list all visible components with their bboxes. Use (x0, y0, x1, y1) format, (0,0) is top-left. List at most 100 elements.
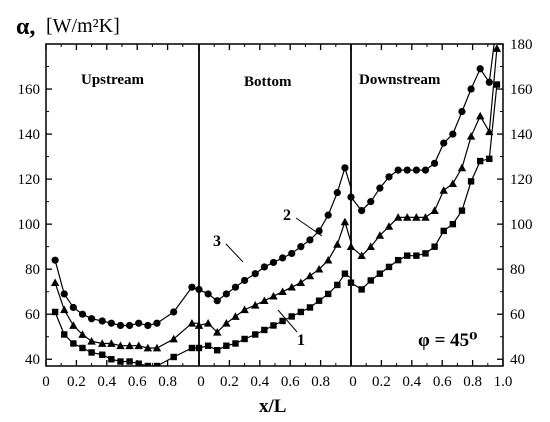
x-tick-label: 0.8 (463, 374, 482, 390)
series-2-point (287, 282, 296, 291)
series-3-point (78, 310, 87, 318)
x-tick-label: 0.8 (158, 374, 177, 390)
series-1-point (223, 342, 230, 349)
x-tick-label: 0 (42, 374, 50, 390)
series-3-point (98, 317, 106, 325)
series-1-point (315, 297, 323, 304)
series-3-point (107, 319, 115, 327)
x-tick-label: 0.2 (372, 374, 391, 390)
y-left-tick-label: 60 (25, 307, 40, 323)
y-left-tick-label: 80 (25, 262, 40, 278)
series-2-point (78, 330, 87, 338)
curve-label-1-leader (277, 309, 298, 333)
series-2-point (476, 111, 485, 120)
series-1-point (204, 342, 212, 349)
series-1-point (232, 340, 239, 347)
series-3-line (198, 165, 352, 302)
series-3-line (350, 44, 495, 212)
y-left-tick-label: 160 (18, 82, 41, 98)
series-3-point (458, 107, 466, 116)
series-1-point (297, 308, 305, 316)
series-1-point (188, 344, 196, 352)
series-2-line (54, 282, 198, 349)
series-1-point (493, 81, 501, 88)
series-3-point (376, 184, 384, 192)
series-1-point (431, 243, 438, 250)
xlabel: x/L (259, 396, 286, 417)
series-1-point (458, 207, 466, 214)
series-3-point (485, 78, 493, 86)
series-1-point (394, 256, 402, 264)
series-2-point (346, 242, 356, 251)
series-2-point (448, 179, 458, 187)
series-3-point (333, 189, 341, 197)
series-2-point (466, 132, 476, 140)
y-left-tick-label: 140 (18, 127, 41, 143)
x-tick-label: 0.4 (250, 374, 269, 390)
series-1-point (99, 351, 106, 358)
curve-label-2: 2 (283, 207, 291, 224)
series-3-point (358, 207, 366, 215)
series-1-point (367, 277, 374, 284)
series-2-point (375, 231, 385, 239)
series-1-point (108, 356, 115, 363)
series-1-point (214, 347, 221, 354)
series-2-point (324, 255, 333, 264)
phi-annotation: φ = 45⁰ (418, 330, 478, 351)
series-1-point (270, 322, 277, 329)
series-3-point (476, 65, 484, 73)
ylabel-unit: [W/m²K] (46, 15, 120, 37)
series-3-point (297, 243, 305, 251)
series-1-point (334, 281, 341, 289)
y-right-tick-label: 40 (510, 352, 525, 368)
series-2-point (412, 213, 421, 221)
series-1-point (385, 263, 393, 271)
y-right-tick-label: 100 (510, 217, 533, 233)
series-1-line (198, 272, 352, 351)
y-right-tick-label: 60 (510, 307, 525, 323)
series-3-point (279, 254, 287, 262)
series-2-point (439, 186, 448, 194)
series-2-point (143, 343, 153, 352)
series-2-point (231, 312, 240, 320)
series-3-point (493, 18, 500, 25)
series-3-point (204, 290, 212, 298)
series-3-point (241, 276, 249, 285)
series-2-point (278, 287, 287, 296)
x-tick-label: 0.8 (311, 374, 330, 390)
series-1-point (467, 178, 475, 185)
series-2-point (50, 278, 60, 287)
series-2-point (366, 242, 375, 251)
series-2-point (152, 343, 162, 352)
series-1-point (325, 290, 332, 298)
plot-frame (45, 43, 504, 367)
series-2-point (107, 339, 116, 347)
series-1-point (376, 270, 384, 277)
series-3-point (367, 198, 375, 206)
series-1-line (350, 84, 498, 291)
series-3-point (431, 159, 439, 167)
x-tick-label: 0.2 (67, 374, 86, 390)
series-1-point (79, 344, 86, 352)
series-1-point (241, 335, 248, 343)
y-left-tick-label: 100 (18, 217, 41, 233)
series-2-point (69, 321, 78, 329)
series-1-point (51, 308, 59, 316)
series-3-point (231, 283, 240, 291)
series-2-point (169, 334, 178, 343)
series-1-point (279, 317, 286, 325)
x-tick-label: 1.0 (494, 374, 513, 390)
series-3-point (60, 290, 68, 298)
series-2-point (134, 341, 143, 350)
x-tick-label: 0.6 (433, 374, 452, 390)
x-tick-label: 0.4 (97, 374, 116, 390)
series-3-point (412, 166, 420, 174)
series-1-point (153, 362, 161, 366)
series-2-point (485, 127, 494, 136)
series-2-point (187, 319, 197, 327)
series-3-point (251, 270, 259, 278)
curve-label-3-leader (225, 243, 244, 263)
series-2-point (393, 213, 403, 221)
series-3-line (54, 260, 199, 327)
y-right-tick-label: 180 (510, 37, 533, 53)
